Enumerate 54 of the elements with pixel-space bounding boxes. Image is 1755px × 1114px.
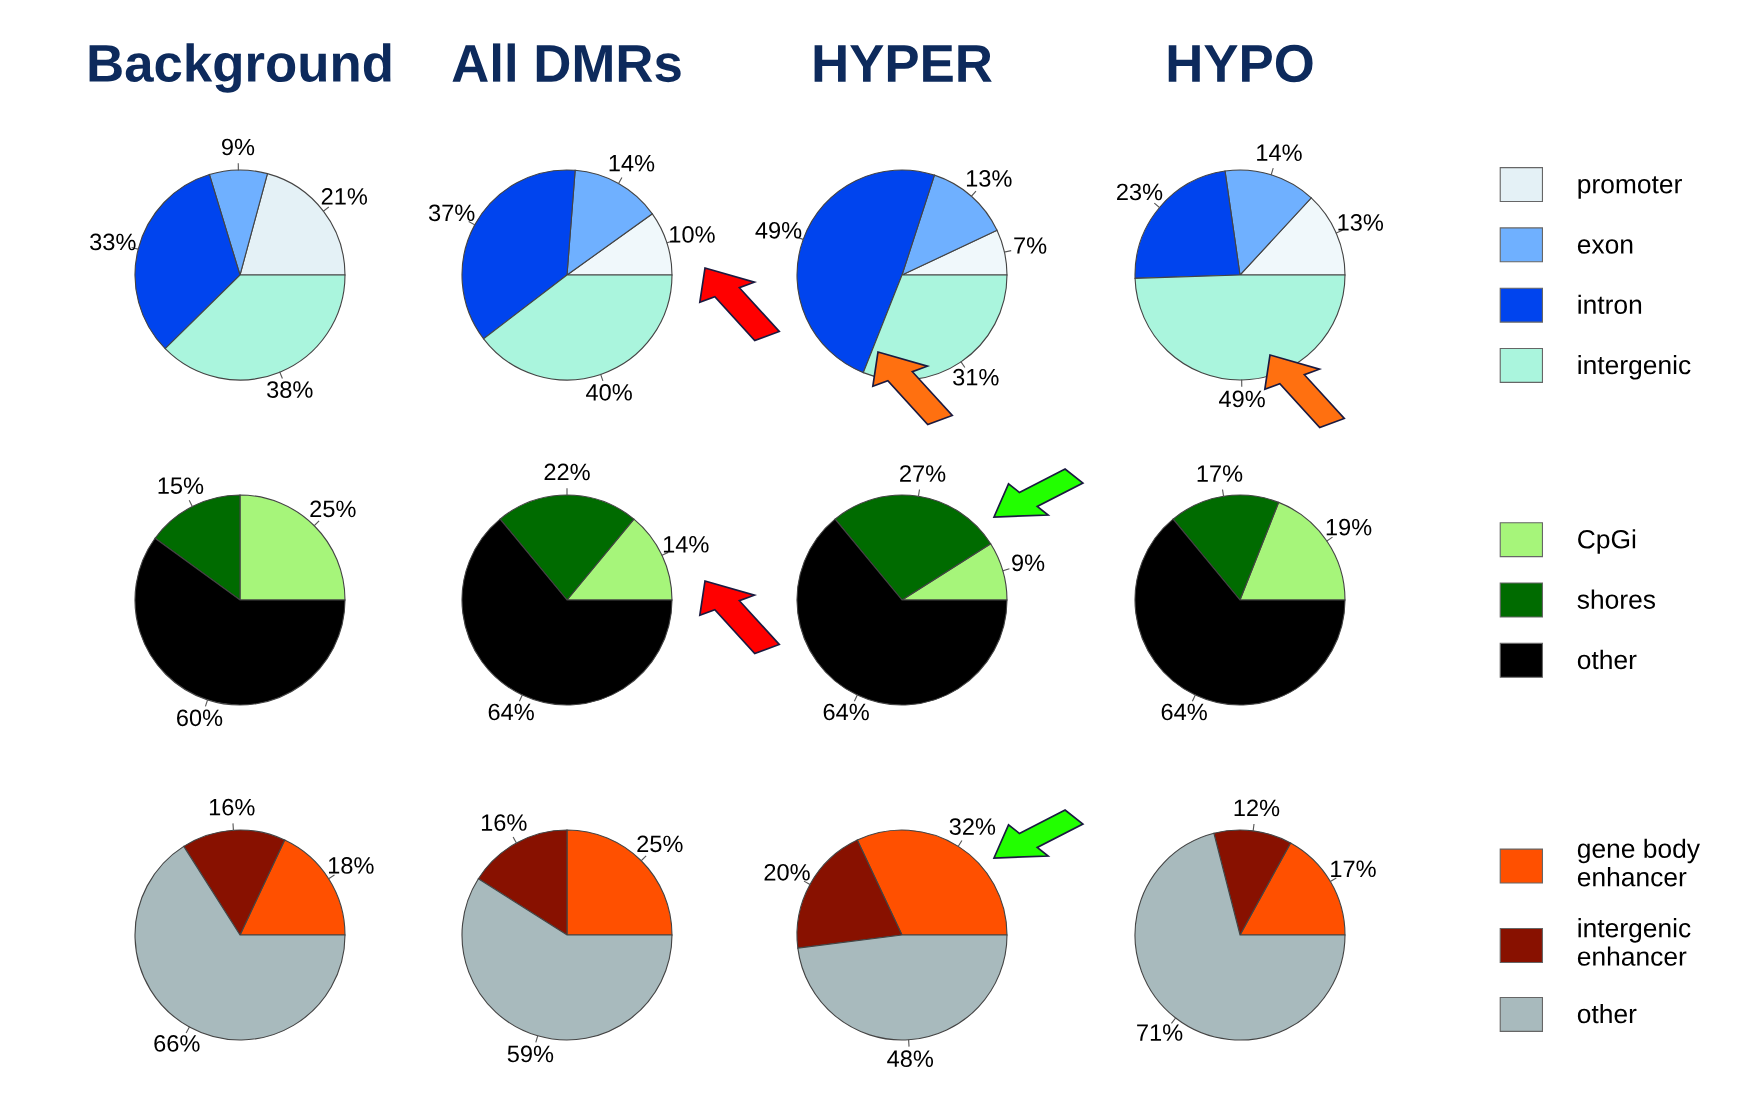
- data-label: 71%: [1137, 1024, 1183, 1041]
- legend-label: promoter: [1578, 176, 1682, 199]
- legend-label: intergenic: [1578, 354, 1691, 380]
- data-label: 13%: [966, 170, 1012, 187]
- chart-title: All DMRs: [452, 43, 681, 83]
- legend-label: other: [1577, 649, 1637, 670]
- legend-label: other: [1577, 1003, 1637, 1024]
- legend-label: intergenic enhancer: [1577, 918, 1691, 966]
- data-label: 66%: [154, 1035, 200, 1052]
- data-label: 48%: [887, 1050, 934, 1068]
- data-label: 38%: [267, 381, 313, 398]
- data-label: 22%: [544, 463, 590, 481]
- data-label: 23%: [1117, 183, 1163, 201]
- data-label: 10%: [670, 226, 715, 243]
- legend-label: exon: [1577, 239, 1633, 254]
- data-label: 16%: [209, 798, 255, 816]
- legend-label: gene body enhancer: [1577, 838, 1700, 887]
- data-label: 64%: [823, 703, 869, 721]
- data-label: 19%: [1326, 518, 1372, 536]
- data-label: 60%: [177, 709, 223, 727]
- data-label: 16%: [481, 814, 527, 831]
- data-label: 9%: [1012, 554, 1045, 572]
- data-label: 17%: [1331, 860, 1376, 878]
- data-label: 7%: [1014, 237, 1047, 254]
- data-label: 64%: [1161, 703, 1207, 721]
- data-label: 33%: [90, 233, 136, 251]
- data-label: 9%: [222, 138, 255, 156]
- data-label: 17%: [1197, 465, 1243, 482]
- data-label: 49%: [1219, 390, 1265, 408]
- data-label: 12%: [1234, 799, 1280, 817]
- data-label: 18%: [328, 857, 374, 874]
- data-label: 21%: [321, 188, 368, 205]
- data-label: 25%: [310, 500, 356, 518]
- data-label: 27%: [900, 465, 946, 482]
- data-label: 31%: [953, 368, 999, 386]
- data-label: 14%: [1257, 144, 1302, 161]
- data-label: 25%: [637, 835, 683, 853]
- data-label: 49%: [755, 221, 802, 239]
- data-label: 59%: [507, 1045, 554, 1063]
- chart-title: HYPER: [814, 45, 992, 82]
- legend-label: intron: [1578, 294, 1642, 315]
- chart-title: HYPO: [1168, 44, 1313, 83]
- data-label: 40%: [586, 383, 632, 401]
- data-label: 20%: [764, 863, 810, 881]
- data-label: 14%: [609, 154, 655, 172]
- chart-title: Background: [89, 43, 391, 93]
- data-label: 32%: [949, 818, 996, 835]
- data-label: 37%: [428, 204, 475, 222]
- data-label: 64%: [488, 703, 534, 721]
- data-label: 13%: [1338, 214, 1384, 231]
- legend-label: shores: [1577, 589, 1656, 609]
- data-label: 15%: [158, 477, 204, 495]
- data-label: 14%: [663, 536, 709, 553]
- legend-label: CpGi: [1578, 529, 1636, 554]
